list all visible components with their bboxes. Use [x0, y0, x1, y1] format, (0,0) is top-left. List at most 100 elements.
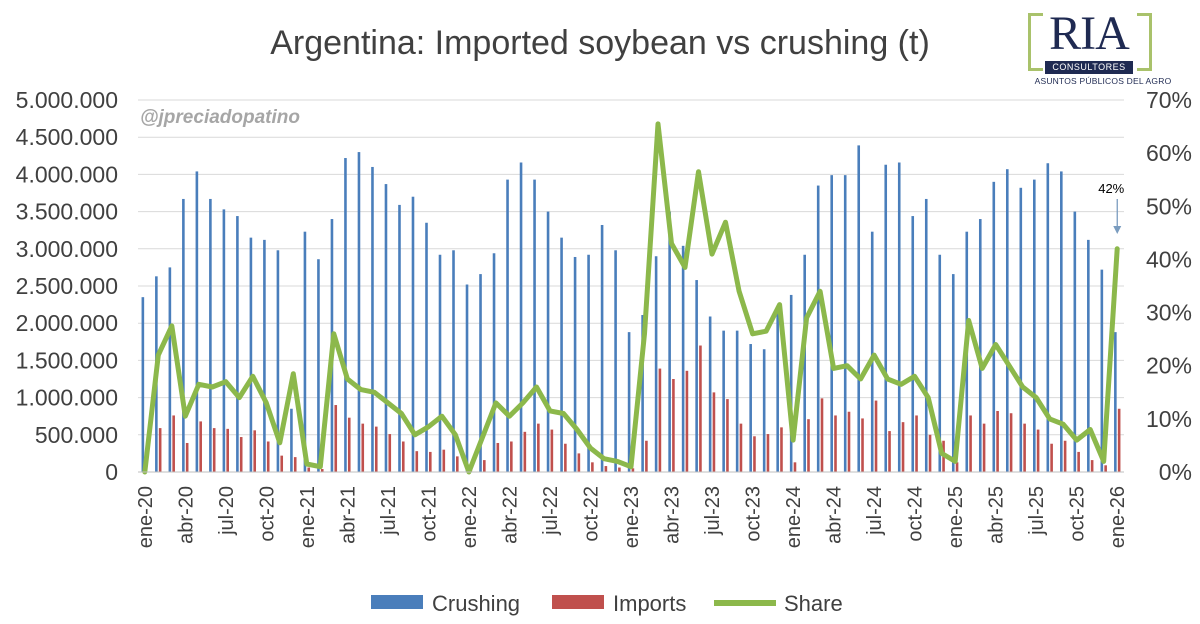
crushing-bar-dic-23 — [776, 312, 779, 472]
crushing-bar-ene-22 — [465, 284, 469, 472]
crushing-bar-may-25 — [1005, 169, 1009, 472]
imports-bar-sep-23 — [739, 423, 743, 472]
x-tick-label: jul-25 — [1026, 486, 1048, 536]
ria-logo: RIA CONSULTORES ASUNTOS PÚBLICOS DEL AGR… — [1023, 7, 1185, 94]
crushing-bar-sep-21 — [411, 196, 415, 472]
imports-bar-dic-22 — [618, 467, 621, 472]
crushing-bar-jul-20 — [222, 209, 226, 473]
imports-bar-sep-21 — [415, 451, 419, 472]
y-left-tick-label: 3.000.000 — [16, 236, 118, 262]
crushing-bar-abr-20 — [182, 198, 185, 472]
imports-bar-ene-23 — [631, 468, 635, 472]
crushing-bar-mar-24 — [816, 185, 820, 472]
imports-bar-abr-22 — [510, 441, 513, 472]
annotation-label: 42% — [1098, 181, 1124, 196]
imports-bar-jun-25 — [1023, 423, 1026, 472]
crushing-bar-ago-24 — [884, 164, 888, 472]
crushing-bar-dic-21 — [452, 250, 455, 472]
legend-swatch-imports — [552, 595, 604, 609]
x-tick-label: oct-20 — [256, 486, 278, 542]
crushing-bar-mar-22 — [492, 253, 496, 472]
imports-bar-oct-20 — [266, 441, 270, 472]
x-tick-label: jul-21 — [378, 486, 400, 536]
y-left-tick-label: 1.500.000 — [16, 347, 118, 373]
imports-bar-dic-23 — [780, 427, 783, 472]
imports-bar-abr-20 — [185, 442, 189, 472]
x-tick-label: jul-22 — [540, 486, 562, 536]
imports-bar-may-21 — [361, 423, 365, 472]
crushing-bar-may-21 — [357, 152, 361, 472]
crushing-bar-ago-21 — [398, 204, 401, 473]
legend-label-share: Share — [784, 591, 843, 616]
imports-bar-nov-24 — [928, 434, 932, 472]
imports-bar-oct-25 — [1077, 451, 1080, 472]
y-left-tick-label: 5.000.000 — [16, 87, 118, 113]
imports-bar-nov-20 — [280, 455, 284, 472]
imports-bar-sep-25 — [1063, 440, 1067, 472]
imports-bar-ago-22 — [564, 443, 567, 472]
x-tick-label: ene-21 — [297, 486, 319, 548]
imports-bar-feb-21 — [320, 469, 324, 472]
bars — [141, 145, 1121, 473]
imports-bar-jun-22 — [537, 423, 540, 472]
x-tick-label: oct-23 — [743, 486, 765, 542]
crushing-bar-abr-21 — [344, 158, 347, 473]
crushing-bar-oct-21 — [425, 222, 428, 472]
logo-bracket-left — [1028, 13, 1043, 71]
x-tick-label: jul-20 — [216, 486, 238, 536]
y-right-tick-label: 40% — [1146, 246, 1192, 272]
crushing-bar-jul-22 — [546, 211, 550, 472]
legend: Crushing Imports Share — [371, 591, 843, 616]
imports-bar-feb-24 — [807, 419, 810, 472]
x-tick-label: ene-22 — [459, 486, 481, 548]
logo-tagline: ASUNTOS PÚBLICOS DEL AGRO — [1034, 76, 1172, 86]
crushing-bar-abr-22 — [506, 179, 509, 472]
y-left-tick-label: 2.000.000 — [16, 310, 118, 336]
x-tick-label: ene-24 — [783, 486, 805, 548]
crushing-bar-dic-22 — [614, 250, 617, 472]
crushing-bar-ene-23 — [627, 332, 631, 472]
x-tick-label: jul-23 — [702, 486, 724, 536]
imports-bar-mar-24 — [820, 398, 824, 472]
chart-title: Argentina: Imported soybean vs crushing … — [270, 24, 930, 62]
crushing-bar-abr-23 — [668, 211, 671, 472]
crushing-bar-sep-25 — [1060, 171, 1063, 472]
crushing-bar-may-22 — [519, 162, 523, 472]
annotation-arrow-head — [1113, 226, 1122, 234]
imports-bar-oct-21 — [428, 451, 432, 472]
crushing-bar-nov-22 — [600, 224, 604, 472]
crushing-bar-jul-24 — [870, 231, 874, 472]
crushing-bar-abr-24 — [830, 175, 834, 473]
share-line — [142, 121, 1120, 475]
imports-bar-jun-24 — [861, 418, 864, 472]
crushing-bar-feb-22 — [479, 274, 482, 472]
y-left-tick-label: 0 — [105, 459, 118, 485]
crushing-bar-oct-24 — [911, 216, 915, 472]
crushing-bar-ago-20 — [236, 216, 239, 472]
crushing-bar-mar-23 — [654, 256, 658, 472]
imports-bar-ene-24 — [793, 462, 797, 472]
imports-bar-may-20 — [199, 421, 202, 472]
imports-bar-abr-23 — [672, 379, 675, 472]
crushing-bar-ene-21 — [303, 231, 307, 472]
imports-bar-abr-24 — [834, 415, 837, 472]
imports-bar-nov-23 — [766, 434, 770, 472]
watermark: @jpreciadopatino — [140, 107, 300, 128]
imports-bar-mar-20 — [172, 415, 175, 472]
imports-bar-jun-21 — [374, 426, 378, 472]
x-tick-label: ene-25 — [945, 486, 967, 548]
x-tick-label: abr-22 — [499, 486, 521, 544]
x-tick-label: jul-24 — [864, 486, 886, 536]
imports-bar-ago-20 — [239, 437, 243, 472]
crushing-bar-may-23 — [681, 245, 685, 472]
imports-bar-abr-21 — [347, 417, 351, 472]
imports-bar-nov-21 — [442, 449, 446, 472]
imports-bar-jul-23 — [712, 392, 716, 472]
logo-band: CONSULTORES — [1045, 61, 1133, 74]
imports-bar-jun-23 — [699, 345, 702, 472]
imports-bar-jul-24 — [874, 400, 878, 472]
crushing-bar-jul-21 — [384, 184, 388, 472]
imports-bar-dic-25 — [1104, 465, 1107, 472]
imports-bar-ene-26 — [1117, 408, 1121, 472]
imports-bar-oct-24 — [915, 415, 918, 472]
